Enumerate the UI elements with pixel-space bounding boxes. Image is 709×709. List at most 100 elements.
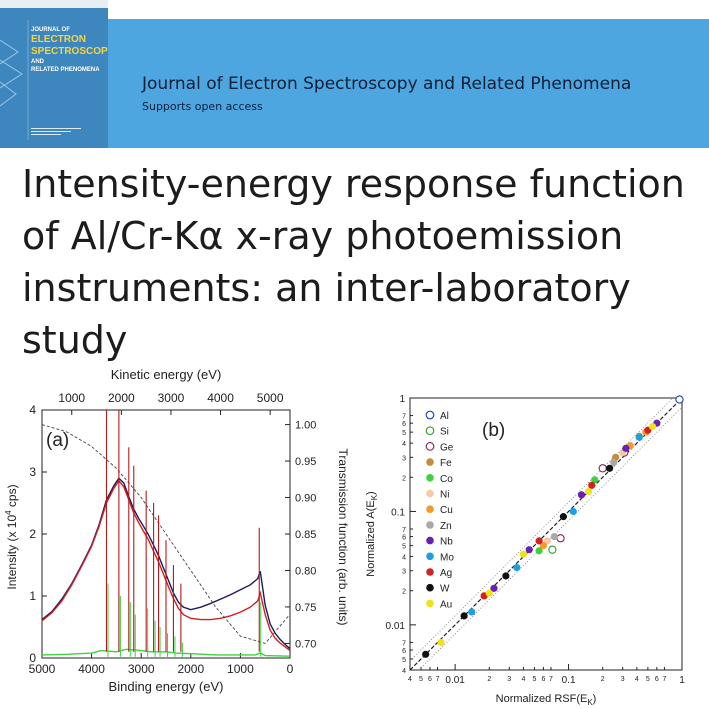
y-axis-title-sub: K [370,494,379,500]
identity-line [409,397,683,671]
point-au [584,487,593,496]
point-ge [556,534,565,543]
series-line-3 [41,424,291,644]
y2-axis-title: Transmission function (arb. units) [336,449,350,626]
journal-cover-thumbnail[interactable]: JOURNAL OF ELECTRON SPECTROSCOPY AND REL… [0,0,108,148]
y-minor-label: 3 [402,455,406,462]
x-minor-label: 7 [549,676,553,683]
x-minor-label: 5 [532,676,536,683]
x-tick-label: 5000 [29,662,56,676]
point-au [437,638,445,647]
point-mo [569,507,577,516]
y-minor-label: 7 [402,640,406,647]
point-co [535,547,543,555]
legend-label-fe: Fe [440,458,452,469]
legend-label-ge: Ge [440,442,454,453]
point-ag [535,537,543,545]
legend: Al Si Ge Fe Co Ni Cu Zn Nb Mo Ag W Au [425,410,454,610]
y2-tick-label: 0.75 [295,602,316,614]
point-w [606,464,614,472]
legend-marker-si [425,426,435,436]
x-minor-label: 2 [601,676,605,683]
point-mo [635,433,643,441]
y-minor-label: 4 [402,441,406,448]
x-axis-title: Binding energy (eV) [109,679,224,694]
point-cu [539,541,548,550]
y-tick-label: 2 [29,527,36,541]
point-w [460,612,468,620]
banner-top-strip [108,0,709,19]
cover-fine-print [31,128,95,135]
y-axis-title-exp: 4 [4,510,13,515]
y-tick-label: 0.1 [391,507,405,518]
point-ni [543,537,551,545]
panel-label-b: (b) [482,420,505,441]
reference-lines [409,397,683,671]
x-tick-label: 4000 [78,662,105,676]
y2-tick-label: 0.90 [295,493,316,505]
point-zn [610,458,618,467]
open-access-note: Supports open access [142,100,263,113]
figure-a-spectrum-chart: Kinetic energy (eV) Binding energy (eV) … [4,367,350,694]
x-tick-label: 0 [287,662,294,676]
legend-label-au: Au [440,599,452,610]
x-axis-title-sub: K [587,698,593,707]
y2-axis-ticks: 0.70 0.75 0.80 0.85 0.90 0.95 1.00 [285,420,316,650]
x-minor-label: 4 [408,676,412,683]
x-minor-label: 6 [428,676,432,683]
x2-axis-ticks: 1000 2000 3000 4000 5000 [58,391,284,415]
y-minor-label: 4 [402,668,406,675]
legend-marker-au [426,599,434,608]
y-minor-label: 4 [402,555,406,562]
x-tick-label: 1000 [227,662,254,676]
cover-title-line: ELECTRON [31,34,86,45]
y-minor-label: 7 [402,527,406,534]
y-axis-title-main: Normalized A(E [365,500,377,576]
cover-title: JOURNAL OF ELECTRON SPECTROSCOPY AND REL… [31,26,108,74]
x-minor-label: 4 [521,676,525,683]
point-mo [468,608,476,616]
panel-label-a: (a) [46,430,69,451]
y-tick-label: 3 [29,465,36,479]
x-minor-label: 4 [635,676,639,683]
x-axis-title-end: ) [593,693,597,705]
journal-name[interactable]: Journal of Electron Spectroscopy and Rel… [142,74,632,94]
x-minor-label: 3 [621,676,625,683]
cover-pattern-icon [0,20,29,140]
legend-marker-w [426,583,434,592]
y2-tick-label: 0.95 [295,456,316,468]
legend-label-mo: Mo [440,552,454,563]
legend-label-al: Al [440,411,449,422]
scatter-points [422,395,684,658]
point-mo [513,563,521,572]
y-minor-label: 2 [402,589,406,596]
x-tick-label: 1 [679,675,685,686]
x2-tick-label: 3000 [158,391,185,405]
y-tick-label: 1 [399,394,405,405]
y-minor-label: 5 [402,430,406,437]
cover-title-line: JOURNAL OF [31,27,70,33]
x2-tick-label: 4000 [207,391,234,405]
y-tick-label: 0 [29,651,36,665]
plot-frame [409,397,683,671]
y-tick-label: 4 [29,403,36,417]
point-nb [525,546,533,554]
legend-marker-mo [426,552,434,561]
legend-label-ni: Ni [440,490,449,501]
point-al [675,395,684,404]
y-axis-title: Intensity (x 104 cps) [4,484,19,589]
y-axis-title: Normalized A(EK) [365,491,379,576]
legend-marker-ni [426,489,434,498]
legend-label-w: W [440,584,450,595]
legend-label-nb: Nb [440,537,453,548]
x-minor-label: 3 [507,676,511,683]
legend-marker-ge [425,442,435,451]
x-minor-label: 6 [541,676,545,683]
point-ge [598,464,607,473]
legend-label-zn: Zn [440,521,452,532]
y-minor-label: 7 [402,414,406,421]
x-minor-label: 5 [419,676,423,683]
journal-banner: JOURNAL OF ELECTRON SPECTROSCOPY AND REL… [0,0,709,148]
y2-tick-label: 1.00 [295,420,316,432]
point-nb [622,444,630,452]
